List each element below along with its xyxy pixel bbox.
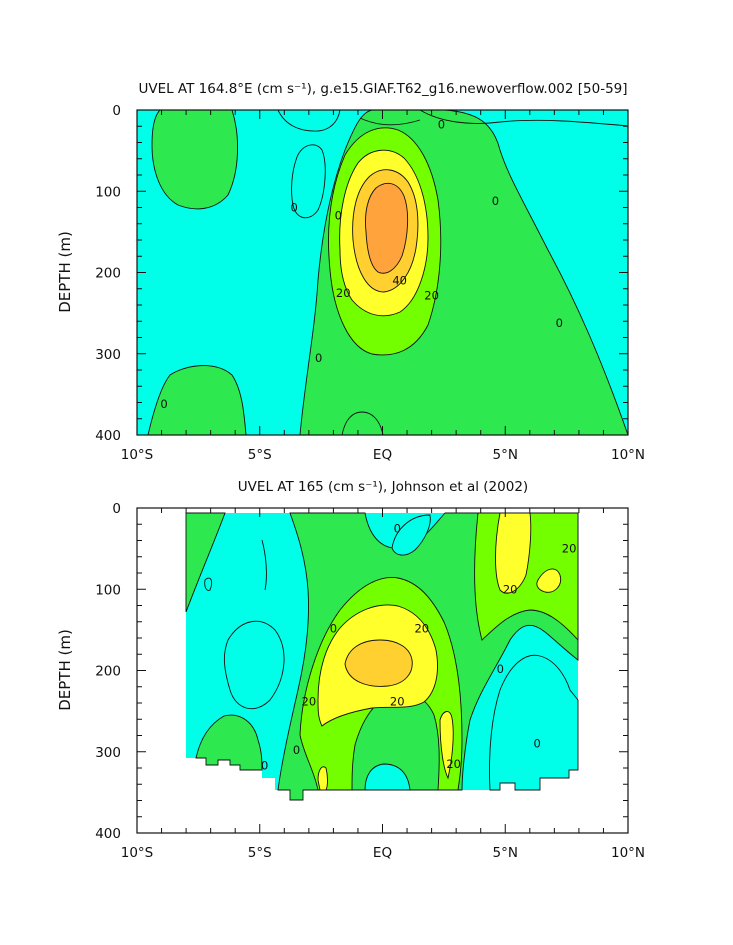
panel-1-title: UVEL AT 164.8°E (cm s⁻¹), g.e15.GIAF.T62… [138,81,627,97]
contour-fill-0-southwest [147,365,247,435]
x-tick-label: 10°N [611,447,645,463]
contour-label: 20 [336,286,351,300]
region-negative-inner [391,514,431,556]
contour-fill-0-deep [341,411,384,435]
region-negative-bottom [364,763,411,791]
x-tick-label: 10°S [121,845,154,861]
contour-label: 20 [446,757,461,771]
contour-label: 40 [392,274,407,288]
contour-label: 20 [414,621,429,635]
contour-label: 0 [556,316,563,330]
contour-label: 0 [497,662,504,676]
contour-label: 0 [335,209,342,223]
panel-1: UVEL AT 164.8°E (cm s⁻¹), g.e15.GIAF.T62… [56,81,645,463]
contour-label: 0 [315,351,322,365]
y-tick-label: 200 [95,664,121,680]
y-tick-label: 100 [95,184,121,200]
panel-2-title: UVEL AT 165 (cm s⁻¹), Johnson et al (200… [238,479,528,495]
contour-fill-30 [344,639,413,687]
x-tick-label: 5°N [493,447,518,463]
contour-label: 0 [160,397,167,411]
contour-line-west-2 [261,539,267,591]
contour-label: 0 [438,118,445,132]
y-tick-label: 200 [95,266,121,282]
contour-label: 0 [330,621,337,635]
contour-line-west-3 [204,577,213,591]
contour-label: 0 [290,201,297,215]
panel-1-contour-labels: 0 0 0 0 0 0 20 40 20 0 [160,118,563,412]
contour-line-neg [419,110,628,127]
y-tick-label: 0 [112,501,121,517]
x-tick-label: 5°S [248,845,272,861]
y-tick-label: 100 [95,582,121,598]
x-tick-label: 10°S [121,447,154,463]
region-negative-lobe [291,144,326,219]
x-tick-label: 10°N [611,845,645,861]
contour-line-neg-2 [359,117,421,126]
x-tick-label: 5°N [493,845,518,861]
y-tick-label: 400 [95,428,121,444]
contour-label: 0 [261,759,268,773]
panel-2-plot-area: 0 20 20 0 20 20 20 0 0 0 20 0 [185,512,579,801]
contour-label: 20 [390,694,405,708]
contour-label: 20 [562,542,577,556]
contour-label: 0 [394,521,401,535]
contour-label: 20 [424,288,439,302]
contour-line-west [223,620,285,710]
x-tick-label: EQ [373,447,392,463]
panel-2-contour-labels: 0 20 20 0 20 20 20 0 0 0 20 0 [261,521,577,773]
y-tick-label: 0 [112,103,121,119]
panel-2: UVEL AT 165 (cm s⁻¹), Johnson et al (200… [56,479,645,861]
y-tick-label: 300 [95,347,121,363]
contour-label: 0 [492,194,499,208]
contour-fill-20-sw [317,766,328,791]
x-tick-label: EQ [373,845,392,861]
region-negative-east [489,654,579,791]
contour-label: 0 [293,743,300,757]
contour-fill-0-sw [195,714,263,771]
y-tick-label: 400 [95,826,121,842]
contour-label: 0 [534,737,541,751]
contour-fill-0-west [151,110,238,210]
contour-fill-0-west [185,512,226,613]
panel-2-ylabel: DEPTH (m) [56,629,74,711]
contour-label: 20 [302,694,317,708]
region-negative-top [277,110,341,132]
x-tick-label: 5°S [248,447,272,463]
contour-fill-40 [365,182,409,274]
panel-1-plot-area: 0 0 0 0 0 0 20 40 20 0 [137,110,628,435]
contour-label: 20 [503,582,518,596]
contour-fill-20-south [439,711,454,780]
panel-1-ylabel: DEPTH (m) [56,231,74,313]
contour-fill-20-east-2 [536,568,562,593]
y-tick-label: 300 [95,745,121,761]
contour-fill-20-east [495,512,532,594]
